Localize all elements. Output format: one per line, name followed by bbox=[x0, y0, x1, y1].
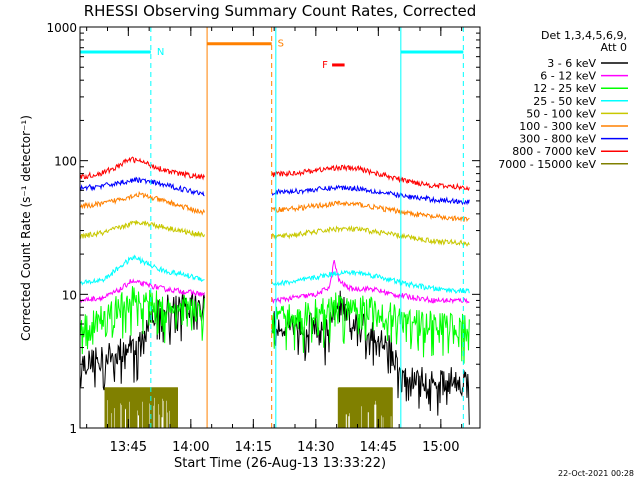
series-layer bbox=[79, 156, 470, 428]
series-line-50-100-kev bbox=[79, 220, 470, 247]
series-line-12-25-kev bbox=[79, 286, 470, 364]
flag-label-s: S bbox=[278, 39, 284, 50]
series-segment-1 bbox=[337, 387, 393, 428]
x-tick-label: 13:45 bbox=[110, 440, 147, 455]
series-line-800-7000-kev bbox=[79, 156, 470, 191]
chart-title: RHESSI Observing Summary Count Rates, Co… bbox=[84, 2, 477, 20]
legend-label: 300 - 800 keV bbox=[519, 133, 596, 146]
y-tick-label: 1 bbox=[69, 422, 77, 436]
footer-timestamp: 22-Oct-2021 00:28 bbox=[558, 469, 634, 478]
series-300-800-kev bbox=[79, 176, 470, 206]
legend-label: 100 - 300 keV bbox=[519, 120, 596, 133]
x-tick-label: 14:15 bbox=[235, 440, 272, 455]
legend-label: 12 - 25 keV bbox=[533, 82, 596, 95]
x-tick-label: 14:45 bbox=[360, 440, 397, 455]
legend-header-line2: Att 0 bbox=[601, 41, 627, 54]
series-100-300-kev bbox=[79, 190, 470, 223]
flag-label-f: F bbox=[322, 60, 328, 71]
y-tick-label: 100 bbox=[54, 155, 77, 169]
series-7000-15000-kev bbox=[104, 387, 393, 428]
series-25-50-kev bbox=[79, 254, 470, 294]
legend-label: 800 - 7000 keV bbox=[512, 145, 596, 158]
y-axis-label: Corrected Count Rate (s⁻¹ detector⁻¹) bbox=[19, 115, 33, 341]
y-tick-label: 10 bbox=[62, 288, 77, 302]
series-line-25-50-kev bbox=[79, 254, 470, 294]
axes-layer: 1 10 100 1000 13:45 14:00 14:15 14:30 14:45 15:00 bbox=[46, 21, 481, 455]
series-line-6-12-kev bbox=[79, 259, 470, 305]
legend-label: 50 - 100 keV bbox=[526, 107, 596, 120]
x-tick-label: 14:00 bbox=[172, 440, 209, 455]
x-axis-label: Start Time (26-Aug-13 13:33:22) bbox=[174, 456, 386, 471]
series-50-100-kev bbox=[79, 220, 470, 247]
series-12-25-kev bbox=[79, 286, 470, 364]
series-line-100-300-kev bbox=[79, 190, 470, 223]
series-line-300-800-kev bbox=[79, 176, 470, 206]
series-segment-0 bbox=[104, 387, 178, 428]
markers-layer: N S F bbox=[80, 27, 464, 428]
series-6-12-kev bbox=[79, 259, 470, 305]
x-tick-label: 15:00 bbox=[422, 440, 459, 455]
flag-label-n: N bbox=[157, 47, 164, 58]
legend-label: 7000 - 15000 keV bbox=[498, 158, 596, 171]
legend-label: 3 - 6 keV bbox=[547, 57, 596, 70]
series-800-7000-kev bbox=[79, 156, 470, 191]
legend-header-line1: Det 1,3,4,5,6,9, bbox=[541, 29, 627, 42]
legend-label: 25 - 50 keV bbox=[533, 95, 596, 108]
legend-label: 6 - 12 keV bbox=[540, 70, 596, 83]
plot-frame bbox=[79, 26, 481, 429]
y-tick-label: 1000 bbox=[46, 21, 77, 35]
x-tick-label: 14:30 bbox=[297, 440, 334, 455]
